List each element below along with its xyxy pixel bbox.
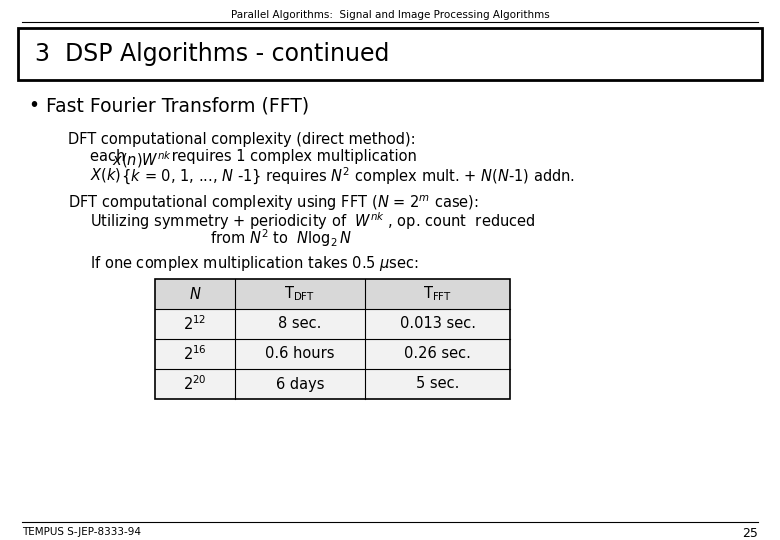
Text: $2^{20}$: $2^{20}$ [183,375,207,393]
Text: TEMPUS S-JEP-8333-94: TEMPUS S-JEP-8333-94 [22,527,141,537]
Text: If one complex multiplication takes 0.5 $\mu$sec:: If one complex multiplication takes 0.5 … [90,254,419,273]
Bar [155,279,510,399]
Text: 25: 25 [742,527,758,540]
Text: •: • [28,96,39,115]
Text: Parallel Algorithms:  Signal and Image Processing Algorithms: Parallel Algorithms: Signal and Image Pr… [231,10,549,20]
Bar [155,339,510,369]
Text: 3  DSP Algorithms - continued: 3 DSP Algorithms - continued [35,42,389,66]
Text: $2^{16}$: $2^{16}$ [183,345,207,363]
Bar [155,309,510,339]
Text: 0.26 sec.: 0.26 sec. [404,347,471,361]
Text: T$_{\rm FFT}$: T$_{\rm FFT}$ [423,285,452,303]
Text: from $N^2$ to  $N\log_2 N$: from $N^2$ to $N\log_2 N$ [210,227,352,249]
Text: Utilizing symmetry + periodicity of  $W^{nk}$ , op. count  reduced: Utilizing symmetry + periodicity of $W^{… [90,210,536,232]
Text: Fast Fourier Transform (FFT): Fast Fourier Transform (FFT) [46,96,309,115]
Text: 8 sec.: 8 sec. [278,316,321,332]
Text: 5 sec.: 5 sec. [416,376,459,392]
Text: $X(k)$: $X(k)$ [90,166,121,184]
Text: 0.013 sec.: 0.013 sec. [399,316,476,332]
Text: T$_{\rm DFT}$: T$_{\rm DFT}$ [285,285,316,303]
Bar [155,279,510,309]
Text: 0.6 hours: 0.6 hours [265,347,335,361]
Text: {$k$ = 0, 1, ..., $N$ -1} requires $N^2$ complex mult. + $N(N$-1$)$ addn.: {$k$ = 0, 1, ..., $N$ -1} requires $N^2$… [117,166,575,187]
Text: $x(n)W^{nk}$: $x(n)W^{nk}$ [112,149,172,170]
Text: $2^{12}$: $2^{12}$ [183,315,207,333]
Text: requires 1 complex multiplication: requires 1 complex multiplication [167,149,417,164]
Text: DFT computational complexity (direct method):: DFT computational complexity (direct met… [68,132,416,147]
Text: DFT computational complexity using FFT ($N$ = 2$^m$ case):: DFT computational complexity using FFT (… [68,193,479,213]
Text: 6 days: 6 days [276,376,324,392]
Bar [155,369,510,399]
Text: each: each [90,149,130,164]
Bar [18,28,762,80]
Text: $N$: $N$ [189,286,201,302]
